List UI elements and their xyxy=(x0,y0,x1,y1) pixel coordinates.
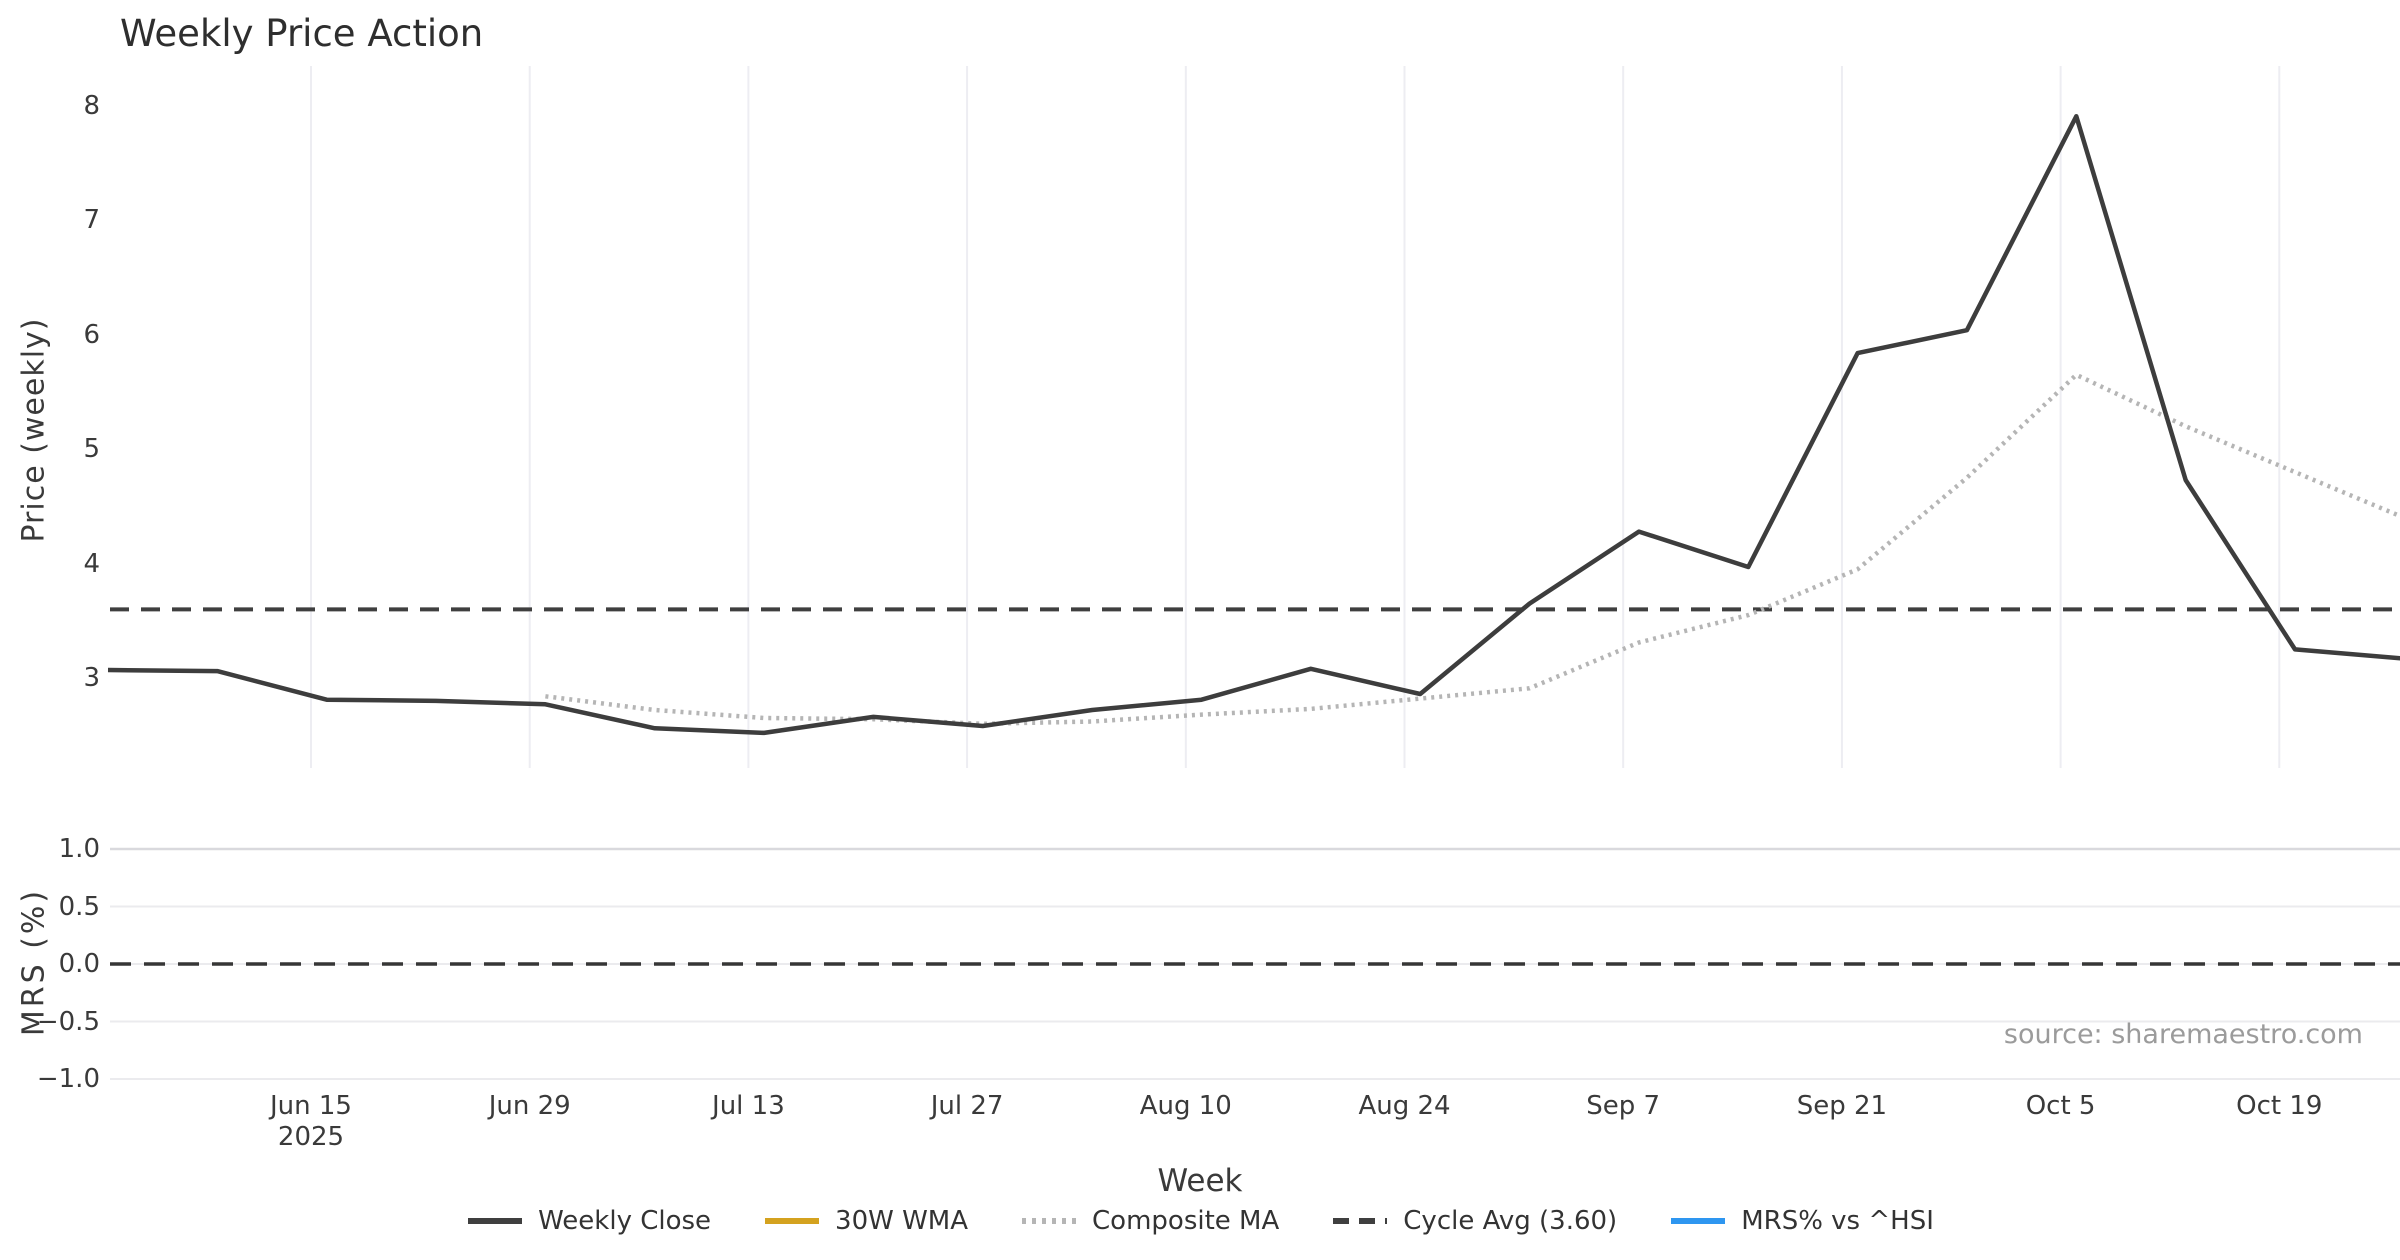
x-tick: Jul 13 xyxy=(668,1091,828,1122)
x-tick: Jun 29 xyxy=(450,1091,610,1122)
legend-label: Weekly Close xyxy=(538,1206,712,1236)
price-y-tick-label: 4 xyxy=(83,548,100,579)
legend-item: MRS% vs ^HSI xyxy=(1669,1206,1934,1236)
x-tick: Sep 21 xyxy=(1762,1091,1922,1122)
x-tick: Sep 7 xyxy=(1543,1091,1703,1122)
legend-label: MRS% vs ^HSI xyxy=(1741,1206,1934,1236)
legend-item: Weekly Close xyxy=(466,1206,711,1236)
x-tick: Oct 5 xyxy=(1981,1091,2141,1122)
legend-swatch-dotted-icon xyxy=(1022,1218,1077,1224)
x-tick: Jul 27 xyxy=(887,1091,1047,1122)
legend-swatch-solid-icon xyxy=(468,1218,523,1224)
x-tick-label: Jun 15 xyxy=(270,1091,352,1121)
x-tick-label: Sep 7 xyxy=(1586,1091,1661,1121)
legend-swatch-dashed-icon xyxy=(1333,1218,1388,1224)
price-y-tick-label: 7 xyxy=(83,205,100,236)
mrs-y-tick-label: 0.5 xyxy=(58,891,100,922)
x-tick-year-label: 2025 xyxy=(277,1122,345,1152)
mrs-y-tick-label: −0.5 xyxy=(36,1006,100,1037)
x-tick-label: Jun 29 xyxy=(488,1091,571,1121)
x-tick-label: Jul 13 xyxy=(712,1091,785,1121)
x-tick-label: Oct 5 xyxy=(2025,1091,2096,1121)
weekly-close-line xyxy=(107,114,2400,736)
price-y-tick-label: 8 xyxy=(83,91,100,121)
legend-item: 30W WMA xyxy=(763,1206,968,1236)
mrs-y-tick-label: 1.0 xyxy=(58,834,100,864)
mrs-y-tick-label: −1.0 xyxy=(36,1064,100,1094)
x-tick-label: Oct 19 xyxy=(2236,1091,2323,1121)
x-axis-label: Week xyxy=(1157,1163,1243,1199)
legend-label: 30W WMA xyxy=(835,1206,969,1236)
chart-legend: Weekly Close 30W WMA Composite MA Cycle Avg… xyxy=(0,1206,2400,1236)
x-tick: Aug 24 xyxy=(1325,1091,1485,1122)
x-tick: Aug 10 xyxy=(1106,1091,1266,1122)
legend-item: Cycle Avg (3.60) xyxy=(1331,1206,1617,1236)
price-y-tick-label: 6 xyxy=(83,319,100,350)
x-tick: Oct 19 xyxy=(2199,1091,2359,1122)
x-tick-label: Jul 27 xyxy=(930,1091,1004,1121)
page-title: Weekly Price Action xyxy=(120,12,484,55)
composite-ma-line xyxy=(545,372,2400,727)
legend-swatch-solid-icon xyxy=(765,1218,820,1224)
price-y-tick-label: 5 xyxy=(83,434,100,465)
x-tick-label: Aug 10 xyxy=(1139,1091,1232,1121)
x-tick-label: Aug 24 xyxy=(1358,1091,1451,1121)
price-y-tick-label: 3 xyxy=(83,663,100,693)
x-tick: Jun 15 2025 xyxy=(231,1091,391,1153)
legend-label: Cycle Avg (3.60) xyxy=(1403,1206,1618,1236)
legend-swatch-solid-icon xyxy=(1671,1218,1726,1224)
price-y-axis-label: Price (weekly) xyxy=(16,317,52,543)
legend-item: Composite MA xyxy=(1020,1206,1279,1236)
mrs-y-tick-label: 0.0 xyxy=(58,949,100,979)
legend-label: Composite MA xyxy=(1092,1206,1280,1236)
x-tick-label: Sep 21 xyxy=(1796,1091,1888,1121)
source-credit: source: sharemaestro.com xyxy=(2003,1019,2363,1050)
